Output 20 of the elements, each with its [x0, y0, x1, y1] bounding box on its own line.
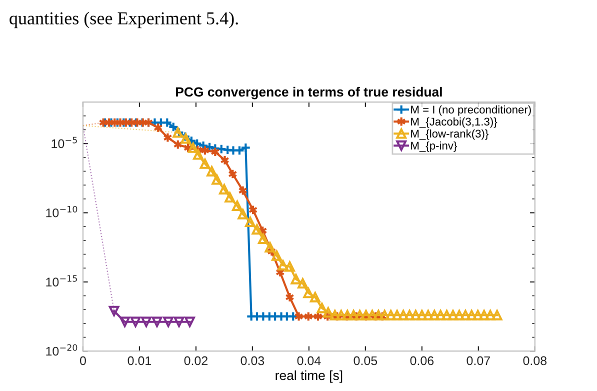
x-tick-label: 0 [80, 356, 86, 366]
y-tick-label: 10$^{−5}$ [52, 136, 77, 148]
legend-label: M = I (no preconditioner) [411, 105, 531, 116]
x-tick-label: 0.08 [523, 356, 547, 366]
x-tick-label: 0.01 [128, 356, 152, 366]
text: quantities (see Experiment 5.4). [10, 12, 238, 28]
y-tick-label: 10$^{−20}$ [46, 344, 78, 356]
legend-label: M_{p-inv} [411, 141, 457, 152]
x-tick-label: 0.02 [184, 356, 208, 366]
y-tick-label: 10$^{−15}$ [46, 275, 77, 286]
x-tick-label: 0.03 [240, 356, 264, 366]
y-tick-label: 10$^{−10}$ [46, 206, 78, 218]
x-tick-label: 0.07 [466, 356, 490, 366]
x-tick-label: 0.05 [354, 356, 378, 366]
chart-title: PCG convergence in terms of true residual [176, 86, 442, 100]
legend-label: M_{Jacobi(3,1.3)} [411, 117, 498, 128]
legend-label: M_{low-rank(3)} [411, 129, 488, 140]
x-tick-label: 0.04 [297, 356, 321, 366]
x-axis-title: real time [s] [276, 370, 342, 383]
x-tick-label: 0.06 [410, 356, 434, 366]
